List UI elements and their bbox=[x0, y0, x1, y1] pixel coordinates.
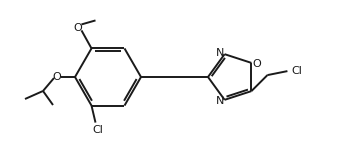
Text: Cl: Cl bbox=[92, 125, 103, 135]
Text: N: N bbox=[215, 48, 224, 58]
Text: O: O bbox=[53, 72, 62, 82]
Text: N: N bbox=[215, 96, 224, 106]
Text: O: O bbox=[252, 59, 261, 69]
Text: O: O bbox=[73, 23, 82, 33]
Text: Cl: Cl bbox=[291, 66, 302, 76]
